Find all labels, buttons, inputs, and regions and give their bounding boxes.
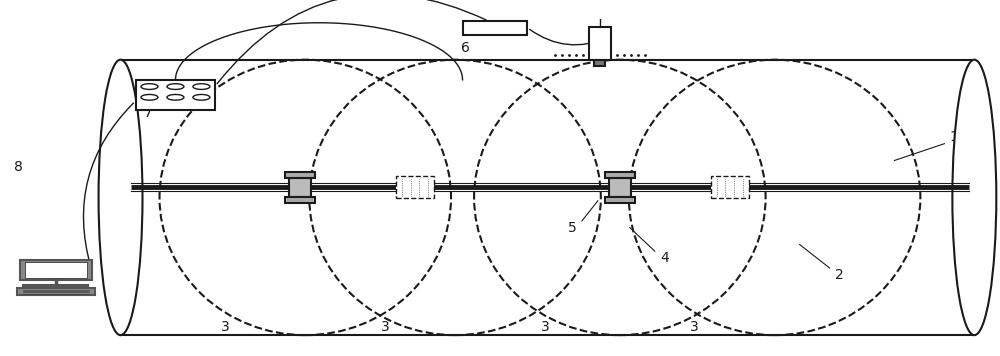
- Ellipse shape: [952, 60, 996, 335]
- Text: 3: 3: [381, 320, 390, 334]
- Bar: [589, 27, 611, 60]
- Bar: [136, 80, 215, 110]
- Bar: [609, 178, 631, 197]
- Text: 6: 6: [461, 41, 469, 55]
- Bar: [23, 285, 88, 290]
- Bar: [711, 177, 749, 198]
- Bar: [605, 172, 635, 178]
- Bar: [285, 172, 315, 178]
- Text: 8: 8: [14, 160, 23, 174]
- Bar: [289, 178, 311, 197]
- Ellipse shape: [99, 60, 142, 335]
- Bar: [17, 288, 95, 295]
- Text: 1: 1: [950, 130, 959, 144]
- Text: 2: 2: [835, 268, 844, 282]
- Bar: [285, 197, 315, 203]
- Text: 4: 4: [660, 251, 669, 265]
- Bar: [594, 60, 605, 66]
- Bar: [711, 177, 749, 198]
- Bar: [396, 177, 434, 198]
- Bar: [605, 197, 635, 203]
- Bar: [463, 21, 527, 35]
- Bar: [25, 262, 87, 278]
- Bar: [20, 260, 92, 280]
- Text: 3: 3: [221, 320, 230, 334]
- Bar: [396, 177, 434, 198]
- Text: 3: 3: [690, 320, 699, 334]
- Text: 5: 5: [568, 221, 576, 235]
- Text: 7: 7: [144, 106, 153, 120]
- Text: 3: 3: [541, 320, 549, 334]
